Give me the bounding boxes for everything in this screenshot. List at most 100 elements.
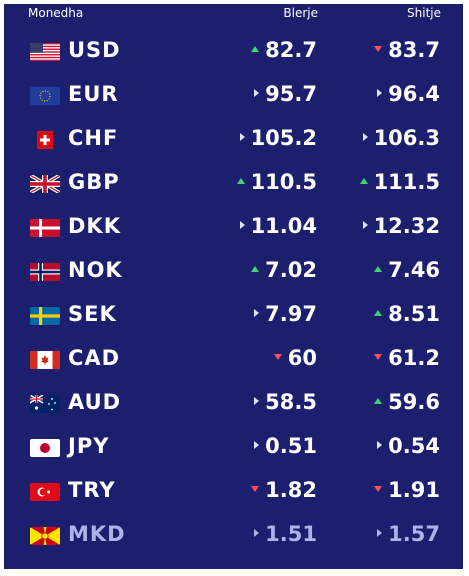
currency-code: CHF — [68, 126, 119, 150]
exchange-rates-panel: Monedha Blerje Shitje USD 82.7 83.7 EUR 95.7… — [4, 4, 463, 569]
currency-code: AUD — [68, 390, 122, 414]
sell-rate: 1.91 — [374, 478, 440, 502]
rate-row-sek: SEK 7.97 8.51 — [4, 294, 463, 338]
header-sell: Shitje — [407, 6, 441, 20]
sell-value: 1.57 — [388, 522, 440, 546]
sell-rate: 12.32 — [362, 214, 440, 238]
currency-code: SEK — [68, 302, 117, 326]
rate-row-aud: AUD 58.5 59.6 — [4, 382, 463, 426]
gb-flag-icon — [30, 175, 60, 193]
se-flag-icon — [30, 307, 60, 325]
rate-row-nok: NOK 7.02 7.46 — [4, 250, 463, 294]
buy-rate: 58.5 — [254, 390, 317, 414]
sell-value: 7.46 — [388, 258, 440, 282]
rate-row-jpy: JPY 0.51 0.54 — [4, 426, 463, 470]
us-flag-icon — [30, 43, 60, 61]
arrow-up-icon — [359, 178, 368, 184]
buy-value: 0.51 — [265, 434, 317, 458]
buy-value: 95.7 — [265, 82, 317, 106]
rate-row-gbp: GBP 110.5 111.5 — [4, 162, 463, 206]
arrow-right-icon — [239, 221, 245, 229]
sell-rate: 1.57 — [377, 522, 440, 546]
rates-list: USD 82.7 83.7 EUR 95.7 96.4 CHF 105.2 106.3 GBP 11… — [4, 30, 463, 558]
ch-flag-icon — [30, 131, 60, 149]
currency-code: JPY — [68, 434, 110, 458]
buy-value: 11.04 — [250, 214, 317, 238]
currency-code: EUR — [68, 82, 119, 106]
rate-row-cad: CAD 60 61.2 — [4, 338, 463, 382]
buy-rate: 1.51 — [254, 522, 317, 546]
sell-value: 8.51 — [388, 302, 440, 326]
arrow-right-icon — [239, 133, 245, 141]
tr-flag-icon — [30, 483, 60, 501]
mk-flag-icon — [30, 527, 60, 545]
rate-row-chf: CHF 105.2 106.3 — [4, 118, 463, 162]
arrow-down-icon — [374, 354, 383, 360]
arrow-right-icon — [254, 441, 260, 449]
sell-rate: 0.54 — [377, 434, 440, 458]
buy-rate: 1.82 — [251, 478, 317, 502]
arrow-up-icon — [251, 266, 260, 272]
currency-code: CAD — [68, 346, 121, 370]
buy-value: 7.02 — [265, 258, 317, 282]
sell-value: 111.5 — [373, 170, 440, 194]
sell-value: 106.3 — [373, 126, 440, 150]
buy-value: 1.82 — [265, 478, 317, 502]
sell-value: 96.4 — [388, 82, 440, 106]
arrow-down-icon — [374, 46, 383, 52]
no-flag-icon — [30, 263, 60, 281]
arrow-up-icon — [374, 398, 383, 404]
arrow-right-icon — [362, 221, 368, 229]
buy-value: 105.2 — [250, 126, 317, 150]
rate-row-eur: EUR 95.7 96.4 — [4, 74, 463, 118]
rate-row-mkd: MKD 1.51 1.57 — [4, 514, 463, 558]
arrow-right-icon — [254, 397, 260, 405]
rate-row-try: TRY 1.82 1.91 — [4, 470, 463, 514]
buy-value: 58.5 — [265, 390, 317, 414]
buy-rate: 0.51 — [254, 434, 317, 458]
currency-code: DKK — [68, 214, 121, 238]
dk-flag-icon — [30, 219, 60, 237]
buy-rate: 7.97 — [254, 302, 317, 326]
arrow-right-icon — [254, 309, 260, 317]
sell-value: 59.6 — [388, 390, 440, 414]
arrow-right-icon — [377, 529, 383, 537]
arrow-right-icon — [254, 529, 260, 537]
buy-rate: 7.02 — [251, 258, 317, 282]
sell-value: 0.54 — [388, 434, 440, 458]
sell-value: 12.32 — [373, 214, 440, 238]
arrow-up-icon — [251, 46, 260, 52]
sell-rate: 111.5 — [359, 170, 440, 194]
sell-rate: 83.7 — [374, 38, 440, 62]
buy-rate: 105.2 — [239, 126, 317, 150]
sell-rate: 7.46 — [374, 258, 440, 282]
arrow-up-icon — [374, 266, 383, 272]
arrow-down-icon — [273, 354, 282, 360]
arrow-right-icon — [377, 441, 383, 449]
arrow-up-icon — [236, 178, 245, 184]
arrow-down-icon — [251, 486, 260, 492]
buy-rate: 11.04 — [239, 214, 317, 238]
sell-rate: 61.2 — [374, 346, 440, 370]
table-header: Monedha Blerje Shitje — [4, 4, 463, 30]
sell-value: 83.7 — [388, 38, 440, 62]
rate-row-usd: USD 82.7 83.7 — [4, 30, 463, 74]
sell-value: 1.91 — [388, 478, 440, 502]
buy-value: 1.51 — [265, 522, 317, 546]
arrow-right-icon — [362, 133, 368, 141]
buy-value: 82.7 — [265, 38, 317, 62]
sell-rate: 8.51 — [374, 302, 440, 326]
sell-rate: 96.4 — [377, 82, 440, 106]
header-buy: Blerje — [283, 6, 318, 20]
buy-rate: 110.5 — [236, 170, 317, 194]
arrow-down-icon — [374, 486, 383, 492]
currency-code: GBP — [68, 170, 120, 194]
buy-value: 110.5 — [250, 170, 317, 194]
sell-rate: 106.3 — [362, 126, 440, 150]
header-currency: Monedha — [28, 6, 84, 20]
buy-rate: 60 — [273, 346, 317, 370]
arrow-up-icon — [374, 310, 383, 316]
rate-row-dkk: DKK 11.04 12.32 — [4, 206, 463, 250]
au-flag-icon — [30, 395, 60, 413]
currency-code: NOK — [68, 258, 123, 282]
